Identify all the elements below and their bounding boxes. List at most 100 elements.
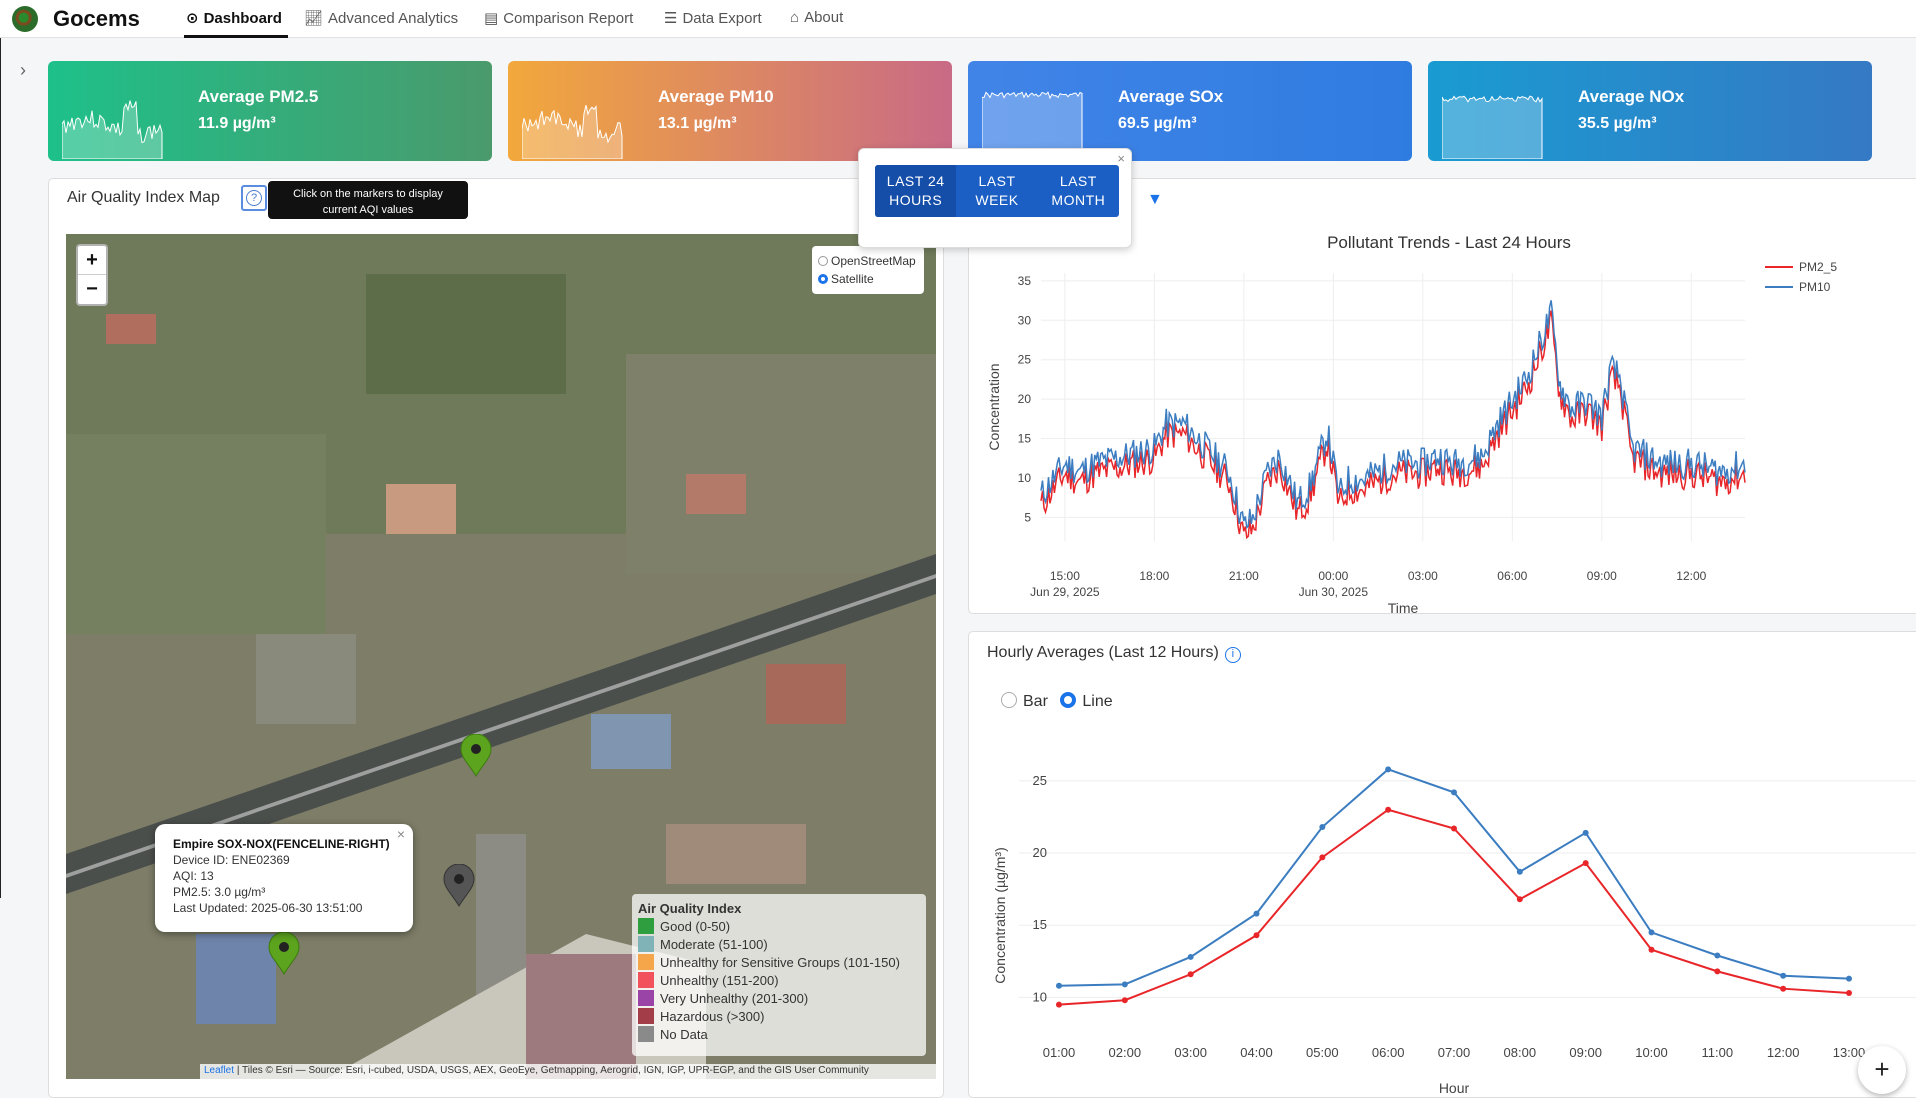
y-tick-label: 30 [1018, 313, 1032, 327]
x-tick-label: 10:00 [1635, 1045, 1668, 1060]
brand-name[interactable]: Gocems [53, 6, 140, 31]
nav-dashboard[interactable]: ⊙ Dashboard [186, 9, 282, 28]
y-tick-label: 25 [1018, 353, 1032, 367]
chart-title: Pollutant Trends - Last 24 Hours [1327, 233, 1571, 252]
popup-station-name: Empire SOX-NOX(FENCELINE-RIGHT) [173, 837, 390, 851]
database-icon: ☰ [664, 10, 678, 27]
popover-close-button[interactable]: × [1117, 151, 1125, 166]
satellite-radio[interactable] [818, 274, 828, 284]
sox-sparkline [982, 91, 1083, 159]
x-axis-label: Time [1388, 600, 1419, 613]
y-tick-label: 15 [1033, 917, 1047, 932]
series-line-pm2_5 [1058, 808, 1850, 1006]
data-point [1253, 910, 1260, 917]
mode-bar[interactable]: Bar [1001, 692, 1048, 710]
brand-logo-icon[interactable] [12, 6, 38, 32]
popup-pm25: PM2.5: 3.0 µg/m³ [173, 885, 266, 899]
nav-comparison-report[interactable]: ▤ Comparison Report [484, 9, 634, 28]
osm-radio[interactable] [818, 256, 828, 266]
x-tick-label: 13:00 [1833, 1045, 1866, 1060]
data-point [1714, 952, 1721, 959]
legend-item: Moderate (51-100) [638, 936, 920, 954]
bar-radio[interactable] [1001, 692, 1017, 708]
x-tick-label: 06:00 [1497, 569, 1527, 583]
y-tick-label: 15 [1018, 432, 1032, 446]
help-icon[interactable]: ? [241, 185, 267, 211]
layer-switcher: OpenStreetMap Satellite [812, 246, 924, 294]
layer-option-osm[interactable]: OpenStreetMap [818, 252, 918, 270]
sparkline-area [1442, 95, 1543, 159]
legend-item: Very Unhealthy (201-300) [638, 990, 920, 1008]
x-tick-label: 11:00 [1702, 1045, 1734, 1060]
data-point [1714, 968, 1721, 975]
x-tick-label: 03:00 [1408, 569, 1438, 583]
data-point [1582, 829, 1589, 836]
zoom-out-button[interactable]: − [86, 278, 98, 300]
nox-sparkline [1442, 95, 1543, 159]
stat-card-title: Average NOx [1578, 87, 1685, 106]
sidebar-toggle-chevron-icon[interactable]: › [20, 60, 26, 80]
filter-icon[interactable]: ▼ [1147, 191, 1163, 208]
satellite-map[interactable]: + − OpenStreetMap Satellite × Empire SOX… [66, 234, 936, 1079]
aqi-legend: Air Quality Index Good (0-50) Moderate (5… [632, 894, 926, 1056]
stat-card-value: 35.5 µg/m³ [1578, 115, 1657, 132]
legend-item: Hazardous (>300) [638, 1008, 920, 1026]
y-tick-label: 20 [1033, 845, 1047, 860]
last-month-button[interactable]: LAST MONTH [1051, 173, 1106, 208]
sparkline-area [62, 100, 163, 159]
report-icon: ▤ [484, 10, 499, 27]
nav-data-export[interactable]: ☰ Data Export [664, 9, 762, 28]
legend-swatch [638, 936, 654, 952]
data-point [1516, 868, 1523, 875]
legend-swatch [638, 972, 654, 988]
nav-about[interactable]: ⌂ About [790, 9, 844, 26]
leaflet-link[interactable]: Leaflet [204, 1065, 235, 1076]
nav-advanced-analytics[interactable]: 📈︎ Advanced Analytics [304, 9, 459, 28]
legend-label: Unhealthy for Sensitive Groups (101-150) [660, 955, 900, 970]
legend-swatch [638, 918, 654, 934]
data-point [1187, 953, 1194, 960]
chart-mode-toggle: Bar Line [1001, 692, 1113, 711]
legend-item: No Data [638, 1026, 920, 1044]
chart-line-icon: 📈︎ [304, 10, 324, 27]
add-fab-button[interactable]: + [1858, 1046, 1906, 1094]
dashboard-icon: ⊙ [186, 10, 199, 27]
x-tick-label: 09:00 [1587, 569, 1617, 583]
popup-close-button[interactable]: × [396, 826, 405, 842]
y-tick-label: 25 [1033, 773, 1047, 788]
pollutant-trends-panel: ▼ Pollutant Trends - Last 24 Hours 5 10 15 2… [968, 178, 1916, 614]
x-tick-label: Jun 30, 2025 [1299, 585, 1369, 599]
data-point [1187, 971, 1194, 978]
legend-label: Moderate (51-100) [660, 937, 768, 952]
x-tick-label: 02:00 [1109, 1045, 1142, 1060]
popup-device-id: Device ID: ENE02369 [173, 853, 290, 867]
mode-line[interactable]: Line [1060, 692, 1113, 710]
x-tick-label: 06:00 [1372, 1045, 1405, 1060]
legend-label: Very Unhealthy (201-300) [660, 991, 809, 1006]
series-line-pm10 [1040, 300, 1746, 530]
layer-option-satellite[interactable]: Satellite [818, 270, 918, 288]
map-marker-gray-icon[interactable] [442, 864, 476, 908]
x-tick-label: 09:00 [1569, 1045, 1602, 1060]
zoom-in-button[interactable]: + [78, 246, 106, 275]
last-24-hours-button[interactable]: LAST 24 HOURS [875, 165, 957, 217]
hourly-title: Hourly Averages (Last 12 Hours) i [987, 644, 1241, 663]
x-tick-label: 07:00 [1438, 1045, 1471, 1060]
last-week-button[interactable]: LAST WEEK [975, 173, 1019, 208]
data-point [1780, 985, 1787, 992]
stat-card-value: 69.5 µg/m³ [1118, 115, 1197, 132]
x-tick-label: 08:00 [1504, 1045, 1537, 1060]
map-marker-green-icon[interactable] [459, 734, 493, 778]
map-marker-selected-icon[interactable] [267, 932, 301, 976]
station-popup: × Empire SOX-NOX(FENCELINE-RIGHT) Device… [155, 824, 413, 932]
x-tick-label: 15:00 [1050, 569, 1080, 583]
stat-card-value: 13.1 µg/m³ [658, 115, 737, 132]
info-icon[interactable]: i [1224, 647, 1241, 663]
legend-label: No Data [660, 1027, 708, 1042]
x-tick-label: 18:00 [1139, 569, 1169, 583]
line-radio[interactable] [1060, 692, 1077, 708]
y-tick-label: 35 [1018, 274, 1032, 288]
legend-swatch [638, 1008, 654, 1024]
data-point [1121, 981, 1128, 988]
data-point [1516, 896, 1523, 903]
